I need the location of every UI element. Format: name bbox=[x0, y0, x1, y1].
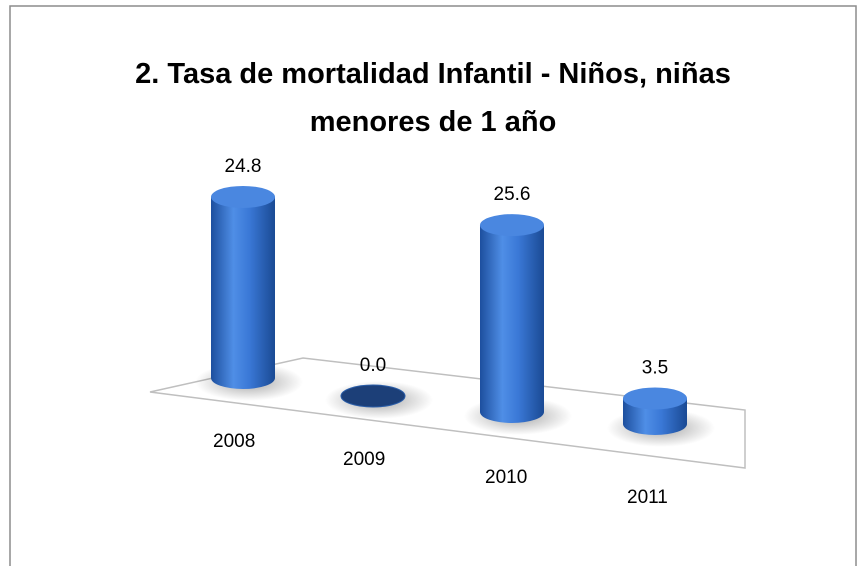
x-tick-label: 2011 bbox=[627, 487, 668, 508]
bar bbox=[211, 185, 275, 389]
chart-title: 2. Tasa de mortalidad Infantil - Niños, … bbox=[135, 58, 731, 138]
bar-top bbox=[211, 185, 275, 208]
bar bbox=[623, 387, 687, 435]
x-tick-label: 2008 bbox=[213, 431, 255, 452]
x-tick-label: 2010 bbox=[485, 467, 527, 488]
chart-frame bbox=[9, 5, 857, 566]
data-label: 24.8 bbox=[225, 156, 262, 177]
data-label: 3.5 bbox=[642, 357, 668, 378]
bar-top bbox=[480, 214, 544, 237]
x-tick-label: 2009 bbox=[343, 449, 385, 470]
data-label: 0.0 bbox=[360, 355, 386, 376]
bar-body bbox=[480, 225, 544, 423]
bar-top bbox=[623, 387, 687, 410]
bar-top bbox=[340, 384, 406, 408]
bar-body bbox=[211, 196, 275, 389]
bar bbox=[340, 384, 406, 408]
bar bbox=[480, 214, 544, 423]
data-label: 25.6 bbox=[494, 184, 531, 205]
